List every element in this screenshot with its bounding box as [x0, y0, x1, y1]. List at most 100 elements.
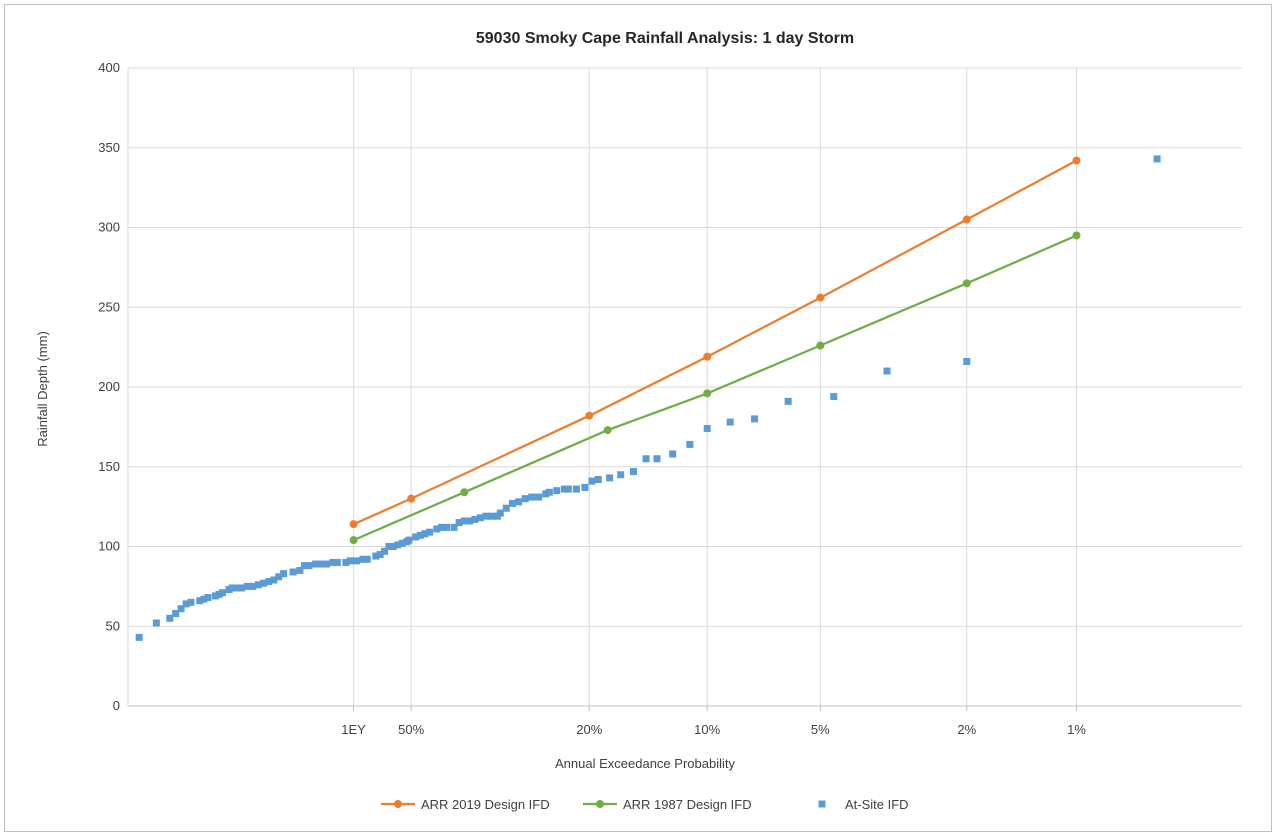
- at-site-point: [1153, 155, 1161, 163]
- at-site-point: [542, 490, 550, 498]
- at-site-point: [521, 495, 529, 503]
- at-site-point: [653, 455, 661, 463]
- y-tick-label: 0: [113, 698, 120, 713]
- at-site-point: [152, 619, 160, 627]
- at-site-point: [515, 498, 523, 506]
- at-site-point: [323, 560, 331, 568]
- legend-item-3: At-Site IFD: [818, 797, 909, 812]
- series-point-1: [1072, 156, 1081, 165]
- at-site-point: [830, 393, 838, 401]
- legend-marker-swatch: [596, 800, 604, 808]
- at-site-point: [316, 560, 324, 568]
- at-site-point: [476, 514, 484, 522]
- at-site-point: [187, 598, 195, 606]
- at-site-point: [260, 579, 268, 587]
- legend: ARR 2019 Design IFD ARR 1987 Design IFD At…: [381, 797, 909, 812]
- at-site-point: [249, 582, 257, 590]
- y-tick-label: 250: [98, 299, 120, 314]
- at-site-point: [394, 541, 402, 549]
- at-site-point: [182, 600, 190, 608]
- at-site-point: [177, 605, 185, 613]
- y-tick-label: 150: [98, 459, 120, 474]
- legend-label: ARR 1987 Design IFD: [623, 797, 752, 812]
- at-site-point: [455, 519, 463, 527]
- at-site-point: [172, 609, 180, 617]
- legend-item-2: ARR 1987 Design IFD: [583, 797, 752, 812]
- at-site-point: [560, 485, 568, 493]
- x-tick-labels: 1EY 50% 20% 10% 5% 2% 1%: [341, 722, 1086, 737]
- at-site-point: [502, 504, 510, 512]
- at-site-point: [289, 568, 297, 576]
- at-site-point: [405, 536, 413, 544]
- at-site-point: [496, 509, 504, 517]
- at-site-point: [196, 597, 204, 605]
- at-site-point: [443, 523, 451, 531]
- series-point-2: [349, 536, 358, 545]
- at-site-point: [243, 582, 251, 590]
- at-site-point: [784, 397, 792, 405]
- x-tick-label: 5%: [811, 722, 830, 737]
- at-site-point: [305, 562, 313, 570]
- at-site-point: [265, 578, 273, 586]
- series-point-1: [407, 494, 416, 503]
- at-site-point: [275, 573, 283, 581]
- x-tick-label: 20%: [576, 722, 602, 737]
- at-site-point: [329, 558, 337, 566]
- x-gridlines: [353, 68, 1077, 711]
- x-tick-label: 10%: [694, 722, 720, 737]
- at-site-point: [231, 584, 239, 592]
- at-site-point: [466, 517, 474, 525]
- at-site-point: [211, 592, 219, 600]
- series-point-2: [962, 279, 971, 288]
- at-site-point: [588, 477, 596, 485]
- at-site-point: [363, 555, 371, 563]
- at-site-point: [703, 424, 711, 432]
- at-site-point: [594, 476, 602, 484]
- at-site-point: [471, 515, 479, 523]
- legend-marker-swatch: [394, 800, 402, 808]
- at-site-point: [381, 547, 389, 555]
- at-site-point: [359, 555, 367, 563]
- at-site-point: [508, 499, 516, 507]
- at-site-point: [200, 595, 208, 603]
- at-site-point: [482, 512, 490, 520]
- y-tick-label: 400: [98, 60, 120, 75]
- at-site-point: [372, 552, 380, 560]
- at-site-point: [270, 576, 278, 584]
- at-site-point: [564, 485, 572, 493]
- series-line-1: [353, 159, 1078, 526]
- at-site-point: [572, 485, 580, 493]
- at-site-point: [528, 493, 536, 501]
- legend-item-1: ARR 2019 Design IFD: [381, 797, 550, 812]
- at-site-point: [398, 539, 406, 547]
- at-site-point: [669, 450, 677, 458]
- at-site-point: [166, 614, 174, 622]
- at-site-point: [342, 558, 350, 566]
- at-site-point: [204, 594, 212, 602]
- at-site-point: [629, 468, 637, 476]
- at-site-point: [606, 474, 614, 482]
- at-site-point: [254, 581, 262, 589]
- at-site-point: [450, 523, 458, 531]
- series-point-1: [703, 352, 712, 361]
- series-point-2: [816, 341, 825, 350]
- legend-marker-swatch: [818, 800, 826, 808]
- y-tick-label: 350: [98, 140, 120, 155]
- at-site-point: [460, 517, 468, 525]
- at-site-point: [353, 557, 361, 565]
- series-point-2: [1072, 231, 1081, 240]
- axes: [127, 68, 1242, 707]
- at-site-point: [426, 528, 434, 536]
- series-point-2: [703, 389, 712, 398]
- at-site-point: [963, 357, 971, 365]
- chart-frame: 0 50 100 150 200 250 300 350 400 1EY 50% 20% 10% 5% 2…: [4, 4, 1272, 832]
- series-point-2: [460, 488, 469, 497]
- at-site-point: [385, 543, 393, 550]
- x-tick-label: 2%: [957, 722, 976, 737]
- series-point-1: [585, 411, 594, 420]
- x-tick-label: 1%: [1067, 722, 1086, 737]
- at-site-point: [296, 566, 304, 574]
- at-site-point: [412, 533, 420, 541]
- series-point-1: [816, 293, 825, 302]
- legend-label: At-Site IFD: [845, 797, 909, 812]
